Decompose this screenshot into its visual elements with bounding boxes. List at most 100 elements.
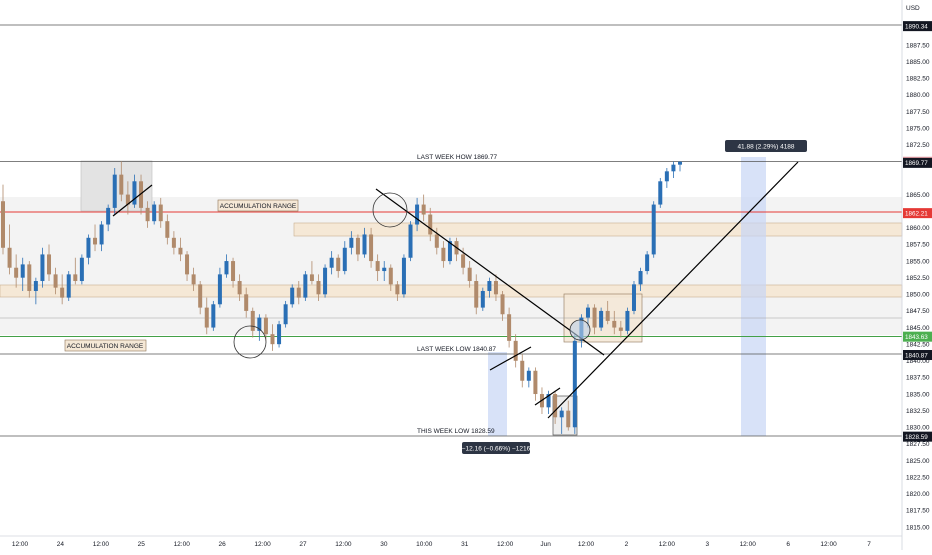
- time-tick-label: 12:00: [820, 541, 837, 548]
- time-tick-label: 12:00: [254, 541, 271, 548]
- candle-body: [309, 274, 314, 282]
- candle-body: [53, 274, 58, 288]
- candle-body: [493, 281, 498, 295]
- price-tick-label: 1832.50: [906, 408, 930, 415]
- price-tick-label: 1880.00: [906, 92, 930, 99]
- price-tick-label: 1827.50: [906, 441, 930, 448]
- candle-body: [263, 317, 268, 335]
- candle-body: [171, 237, 176, 248]
- last-week-low-label: LAST WEEK LOW 1840.87: [417, 346, 496, 353]
- price-tick-label: 1887.50: [906, 42, 930, 49]
- candle-body: [658, 181, 663, 205]
- time-tick-label: 10:00: [416, 541, 433, 548]
- time-tick-label: 30: [380, 541, 388, 548]
- candle-body: [401, 257, 406, 295]
- price-badge: [903, 208, 932, 219]
- candle-body: [664, 171, 669, 182]
- candle-body: [375, 261, 380, 272]
- time-tick-label: 6: [786, 541, 790, 548]
- supply-zone: [293, 222, 903, 237]
- time-tick-label: 25: [138, 541, 146, 548]
- candle-body: [369, 234, 374, 262]
- candle-body: [316, 281, 321, 295]
- price-tick-label: 1877.50: [906, 109, 930, 116]
- candle-body: [467, 267, 472, 282]
- candle-body: [217, 274, 222, 305]
- price-badge-label: 1840.87: [905, 352, 928, 359]
- candle-body: [513, 340, 518, 361]
- measure-up-badge: [725, 140, 807, 152]
- candle-body: [290, 287, 295, 305]
- candle-body: [93, 237, 98, 245]
- candle-body: [158, 204, 163, 222]
- time-tick-label: 12:00: [12, 541, 29, 548]
- candle-body: [139, 181, 144, 208]
- candle-body: [618, 327, 623, 331]
- trendline-small-3: [534, 387, 561, 406]
- candle-body: [198, 284, 203, 308]
- mid-zone: [0, 284, 903, 298]
- candle-body: [152, 204, 157, 222]
- candle-body: [349, 237, 354, 248]
- uptrend-line: [547, 161, 799, 419]
- candle-body: [283, 304, 288, 325]
- price-badge-label: 1862.21: [905, 210, 928, 217]
- candle-body: [237, 281, 242, 295]
- candle-body: [592, 307, 597, 328]
- candle-body: [336, 257, 341, 272]
- downtrend-line: [375, 188, 605, 356]
- candle-body: [99, 224, 104, 245]
- price-tick-label: 1840.00: [906, 358, 930, 365]
- price-tick-label: 1817.50: [906, 508, 930, 515]
- measure-down-label: −12.16 (−0.66%) −1216: [462, 446, 531, 453]
- candle-body: [605, 310, 610, 321]
- candle-body: [631, 284, 636, 311]
- time-tick-label: 31: [461, 541, 469, 548]
- time-axis-ticks: 12:00 24 12:00 25 12:00 26 12:00 27 12:00 30 10:00…: [12, 541, 871, 548]
- candle-body: [342, 247, 347, 272]
- candle-body: [296, 287, 301, 298]
- candle-body: [323, 267, 328, 295]
- price-tick-label: 1847.50: [906, 308, 930, 315]
- candle-body: [33, 281, 38, 291]
- candle-body: [66, 274, 71, 298]
- candle-body: [461, 254, 466, 268]
- candle-body: [520, 360, 525, 381]
- trendline-small-2: [489, 346, 532, 371]
- candle-body: [224, 261, 229, 275]
- candle-body: [277, 324, 282, 345]
- price-tick-label: 1845.00: [906, 325, 930, 332]
- candle-body: [434, 234, 439, 248]
- candle-body: [14, 267, 19, 278]
- price-tick-label: 1835.00: [906, 391, 930, 398]
- candle-body: [526, 370, 531, 381]
- candle-body: [125, 194, 130, 205]
- price-badge: [903, 350, 932, 361]
- time-tick-label: 12:00: [497, 541, 514, 548]
- candle-body: [447, 241, 452, 262]
- price-badge: [903, 21, 932, 32]
- time-tick-label: 12:00: [578, 541, 595, 548]
- measure-up-label: 41.88 (2.29%) 4188: [737, 144, 794, 151]
- time-tick-label: 12:00: [659, 541, 676, 548]
- candle-body: [211, 304, 216, 328]
- candle-body: [106, 207, 111, 225]
- time-tick-label: 12:00: [93, 541, 110, 548]
- time-tick-label: 27: [299, 541, 307, 548]
- candle-body: [112, 174, 117, 208]
- candle-body: [585, 307, 590, 318]
- candle-body: [79, 257, 84, 282]
- accumulation-range-box: [0, 197, 902, 335]
- candle-body: [204, 307, 209, 328]
- price-badge: [903, 431, 932, 442]
- time-tick-label: 7: [867, 541, 871, 548]
- measure-down-box: [488, 352, 507, 436]
- candle-body: [185, 254, 190, 275]
- candle-body: [47, 254, 52, 275]
- candle-body: [191, 274, 196, 285]
- candle-body: [119, 174, 124, 195]
- accumulation-range-tag-1-box: [217, 199, 299, 212]
- price-tick-label: 1815.00: [906, 524, 930, 531]
